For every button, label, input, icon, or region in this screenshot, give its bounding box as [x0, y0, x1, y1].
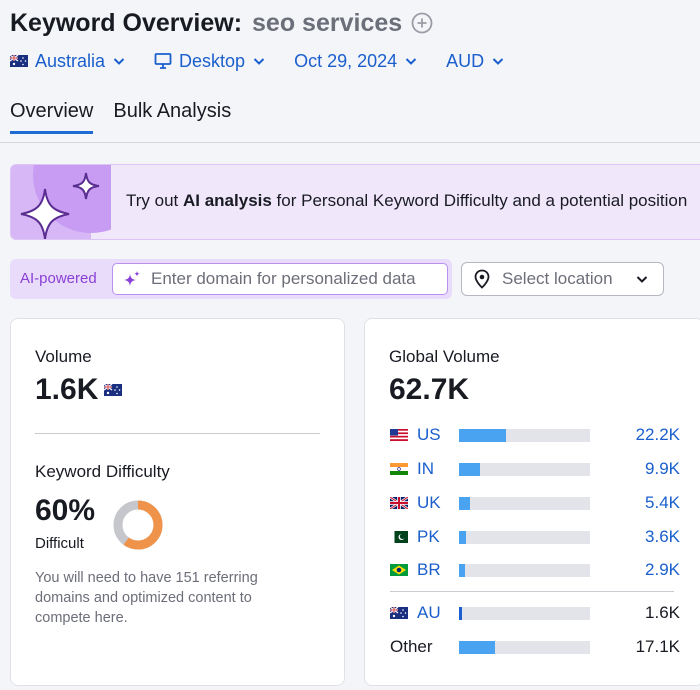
chevron-down-icon: [492, 58, 504, 65]
other-label: Other: [390, 637, 433, 656]
country-code: PK: [417, 527, 440, 546]
country-share-fill: [459, 640, 495, 654]
tab-overview[interactable]: Overview: [10, 100, 94, 134]
tab-bar: Overview Bulk Analysis: [10, 100, 251, 134]
australia-flag-icon: [10, 55, 28, 67]
kd-label: Keyword Difficulty: [35, 462, 170, 481]
country-share-fill: [459, 462, 480, 476]
country-share-bar: [459, 462, 590, 476]
country-row-other: Other 17.1K: [390, 635, 680, 659]
date-dropdown[interactable]: Oct 29, 2024: [294, 51, 418, 72]
sparkle-icon: [124, 271, 140, 286]
country-dropdown[interactable]: Australia: [10, 51, 126, 72]
filters-bar: Australia Desktop Oct 29, 2024 AUD: [10, 48, 533, 74]
country-share-fill: [459, 428, 506, 442]
currency-label: AUD: [446, 50, 485, 71]
banner-ai-analysis-link[interactable]: AI analysis: [183, 191, 272, 210]
global-volume-value: 62.7K: [389, 373, 470, 406]
global-volume-card: Global Volume 62.7K US 22.2K IN 9.9K UK …: [364, 318, 700, 686]
ai-domain-box: AI-powered Enter domain for personalized…: [10, 259, 452, 299]
kd-description: You will need to have 151 referring doma…: [35, 570, 258, 626]
country-share-bar: [459, 428, 590, 442]
country-code: UK: [417, 493, 441, 512]
country-share-bar: [459, 563, 590, 577]
tab-bulk-analysis[interactable]: Bulk Analysis: [113, 100, 232, 122]
card-divider: [35, 433, 320, 434]
volume-label: Volume: [35, 347, 92, 366]
india-flag-icon: [390, 463, 408, 475]
device-dropdown[interactable]: Desktop: [154, 51, 266, 72]
country-share-fill: [459, 606, 463, 620]
country-volume: 5.4K: [645, 493, 680, 512]
domain-input-placeholder: Enter domain for personalized data: [151, 269, 416, 288]
kd-donut-arc: [113, 500, 163, 550]
country-row-uk[interactable]: UK 5.4K: [390, 491, 680, 515]
country-share-bar: [459, 640, 590, 654]
ai-promo-banner[interactable]: Try out AI analysis for Personal Keyword…: [10, 164, 700, 240]
country-share-fill: [459, 530, 467, 544]
country-volume: 2.9K: [645, 560, 680, 579]
other-volume: 17.1K: [635, 637, 680, 656]
volume-value-row: 1.6K: [35, 373, 123, 407]
country-volume: 9.9K: [645, 459, 680, 478]
date-label: Oct 29, 2024: [294, 50, 398, 71]
banner-suffix: for Personal Keyword Difficulty and a po…: [271, 191, 688, 210]
device-label: Desktop: [179, 50, 246, 71]
tabs-divider: [0, 142, 700, 143]
country-share-bar: [459, 530, 590, 544]
country-row-us[interactable]: US 22.2K: [390, 423, 680, 447]
country-code: BR: [417, 560, 441, 579]
banner-text: Try out AI analysis for Personal Keyword…: [126, 191, 687, 211]
chevron-down-icon: [253, 58, 265, 65]
kd-rating: Difficult: [35, 535, 84, 552]
country-share-fill: [459, 496, 471, 510]
us-flag-icon: [390, 429, 408, 441]
chevron-down-icon: [405, 58, 417, 65]
volume-kd-card: Volume 1.6K Keyword Difficulty 60% Diffi…: [10, 318, 345, 686]
banner-prefix: Try out: [126, 191, 183, 210]
location-select[interactable]: Select location: [461, 262, 664, 296]
country-code: AU: [417, 603, 441, 622]
brazil-flag-icon: [390, 564, 408, 576]
country-row-br[interactable]: BR 2.9K: [390, 558, 680, 582]
country-code: US: [417, 425, 441, 444]
sparkles-icon: [11, 165, 111, 239]
add-to-list-icon[interactable]: [411, 12, 433, 34]
chevron-down-icon: [113, 58, 125, 65]
country-share-fill: [459, 563, 466, 577]
uk-flag-icon: [390, 497, 408, 509]
country-share-bar: [459, 496, 590, 510]
page-title: Keyword Overview:: [10, 8, 243, 37]
desktop-icon: [154, 53, 172, 69]
location-pin-icon: [474, 269, 490, 289]
country-row-in[interactable]: IN 9.9K: [390, 457, 680, 481]
volume-value: 1.6K: [35, 373, 99, 406]
keyword-title: seo services: [252, 8, 403, 37]
australia-flag-icon: [390, 607, 408, 619]
country-volume: 1.6K: [645, 603, 680, 622]
pakistan-flag-icon: [390, 531, 408, 543]
country-volume: 22.2K: [635, 425, 680, 444]
ai-powered-label: AI-powered: [20, 270, 97, 287]
australia-flag-icon: [104, 384, 123, 396]
kd-value: 60%: [35, 494, 96, 527]
global-divider: [390, 591, 674, 592]
global-volume-label: Global Volume: [389, 347, 500, 366]
country-code: IN: [417, 459, 434, 478]
country-volume: 3.6K: [645, 527, 680, 546]
currency-dropdown[interactable]: AUD: [446, 51, 505, 72]
domain-input[interactable]: Enter domain for personalized data: [112, 263, 448, 295]
country-row-au[interactable]: AU 1.6K: [390, 601, 680, 625]
chevron-down-icon: [636, 276, 648, 283]
page-header: Keyword Overview: seo services: [10, 6, 433, 40]
location-placeholder: Select location: [502, 269, 613, 288]
country-row-pk[interactable]: PK 3.6K: [390, 525, 680, 549]
country-label: Australia: [35, 50, 106, 71]
country-share-bar: [459, 606, 590, 620]
kd-donut-chart: [113, 500, 163, 550]
